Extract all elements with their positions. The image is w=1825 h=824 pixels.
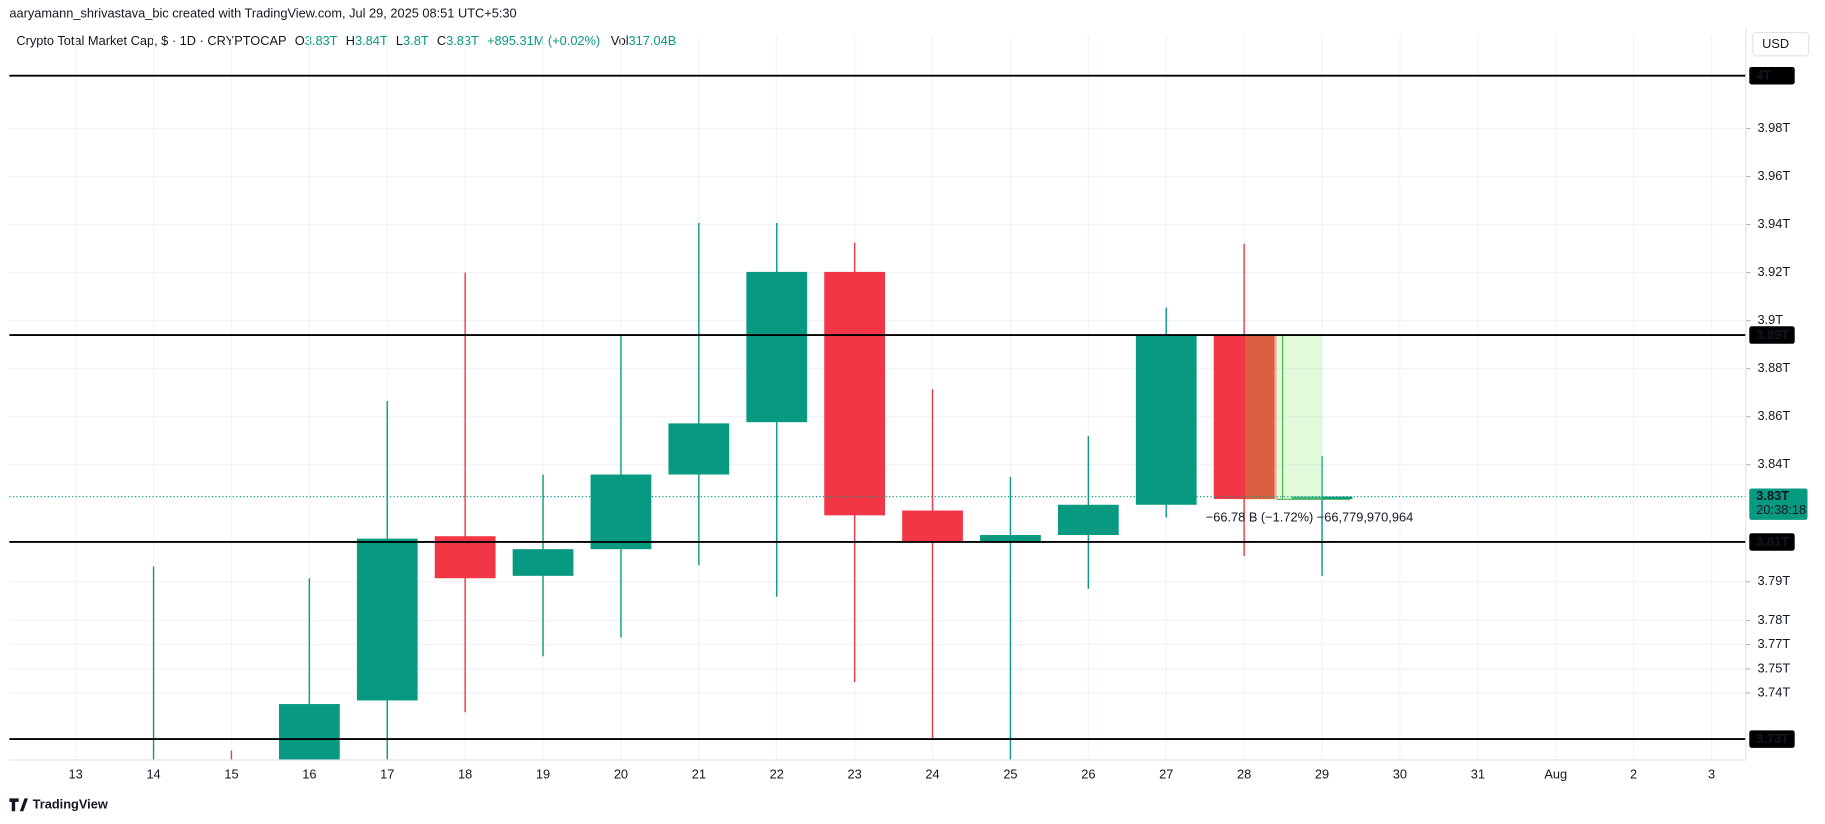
ohlc-key: L [396, 33, 403, 48]
axes: 13 14 15 16 17 18 19 20 21 22 23 24 25 26 27 28 29 30 31 Au… [69, 67, 1808, 781]
x-tick-label: 30 [1393, 766, 1407, 781]
position-tool: −66.78 B (−1.72%) −66,779,970,964 [9, 74, 1746, 741]
x-tick-label: 21 [692, 766, 706, 781]
profit-zone [1276, 335, 1323, 500]
last-price-box [1749, 488, 1808, 520]
ohlc-key: O [295, 33, 305, 48]
grid [9, 34, 1746, 760]
y-tick-label: 3.86T [1757, 408, 1790, 423]
x-tick-label: 3 [1708, 766, 1715, 781]
loss-zone [1245, 335, 1277, 500]
ohlc-value: 3.8T [403, 33, 429, 48]
x-tick-label: 29 [1315, 766, 1329, 781]
brand: TradingView [9, 797, 108, 812]
level-label: 3.81T [1756, 534, 1789, 549]
ohlc-key: C [437, 33, 446, 48]
y-tick-label: 3.92T [1757, 264, 1790, 279]
level-label: 4T [1756, 68, 1771, 83]
credit: aaryamann_shrivastava_bic created with T… [9, 5, 516, 20]
candle-body [746, 271, 808, 423]
x-tick-label: 2 [1630, 766, 1637, 781]
y-tick-label: 3.94T [1757, 216, 1790, 231]
y-tick-label: 3.96T [1757, 168, 1790, 183]
candles [152, 222, 1353, 760]
candle-body [980, 535, 1041, 542]
x-tick-label: 19 [536, 766, 550, 781]
volume-key: Vol [611, 33, 629, 48]
x-tick-label: 28 [1237, 766, 1251, 781]
candle-body [1057, 504, 1119, 536]
x-tick-label: 18 [458, 766, 472, 781]
candle-body [356, 538, 418, 701]
candle-body [1291, 496, 1353, 500]
last-price-label: 3.83T [1756, 488, 1789, 503]
ohlc-value: 3.83T [305, 33, 338, 48]
x-tick-label: 27 [1159, 766, 1173, 781]
y-tick-label: 3.78T [1757, 612, 1790, 627]
symbol: Crypto Total Market Cap, $ · 1D · CRYPTO… [16, 33, 286, 48]
brand-name: TradingView [33, 797, 108, 812]
y-tick-label: 3.9T [1757, 312, 1783, 327]
y-tick-label: 3.79T [1757, 573, 1790, 588]
change: +895.31M (+0.02%) [487, 33, 600, 48]
currency-label[interactable]: USD [1762, 36, 1789, 51]
x-tick-label: 26 [1081, 766, 1095, 781]
y-tick-label: 3.84T [1757, 456, 1790, 471]
y-tick-label: 3.88T [1757, 360, 1790, 375]
countdown-label: 20:38:18 [1756, 502, 1806, 517]
level-label-box [1749, 533, 1795, 551]
volume-value: 317.04B [629, 33, 677, 48]
x-tick-label: 20 [614, 766, 628, 781]
x-tick-label: 24 [925, 766, 939, 781]
x-tick-label: 25 [1003, 766, 1017, 781]
level-label-box [1749, 730, 1795, 748]
candle-body [590, 474, 652, 550]
candle-body [1135, 334, 1197, 505]
level-label-box [1749, 326, 1795, 344]
ohlc-value: 3.84T [355, 33, 388, 48]
x-tick-label: Aug [1544, 766, 1567, 781]
currency-button[interactable] [1752, 32, 1810, 57]
x-tick-label: 16 [302, 766, 316, 781]
x-tick-label: 14 [146, 766, 160, 781]
candle-body [434, 536, 496, 579]
candle-body [512, 549, 574, 576]
x-tick-label: 17 [380, 766, 394, 781]
x-tick-label: 13 [69, 766, 83, 781]
position-annotation: −66.78 B (−1.72%) −66,779,970,964 [1206, 509, 1413, 524]
y-tick-label: 3.98T [1757, 120, 1790, 135]
level-label: 3.73T [1756, 731, 1789, 746]
level-label: 3.89T [1756, 327, 1789, 342]
x-tick-label: 22 [770, 766, 784, 781]
x-tick-label: 23 [848, 766, 862, 781]
ohlc-value: 3.83T [446, 33, 479, 48]
candle-body [902, 510, 963, 542]
level-label-box [1749, 67, 1795, 85]
brand-logo [9, 798, 28, 812]
x-tick-label: 31 [1471, 766, 1485, 781]
ohlc-key: H [346, 33, 355, 48]
candle-body [278, 704, 340, 760]
candle-body [824, 271, 886, 516]
legend: Crypto Total Market Cap, $ · 1D · CRYPTO… [16, 33, 676, 48]
y-tick-label: 3.74T [1757, 684, 1790, 699]
x-tick-label: 15 [224, 766, 238, 781]
candle-body [668, 423, 730, 475]
y-tick-label: 3.75T [1757, 660, 1790, 675]
y-tick-label: 3.77T [1757, 636, 1790, 651]
